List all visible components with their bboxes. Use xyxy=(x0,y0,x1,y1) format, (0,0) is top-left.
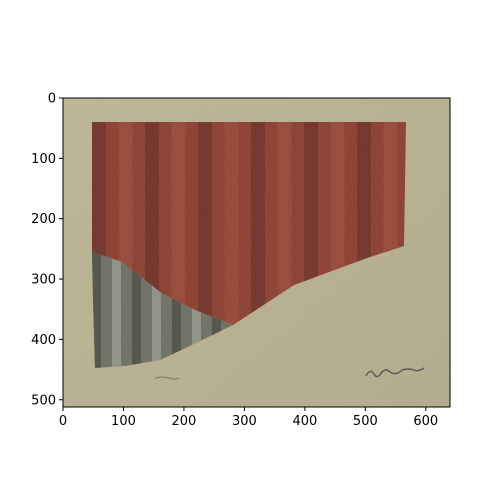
x-tick-label: 500 xyxy=(353,414,378,429)
artwork-image xyxy=(63,98,450,407)
y-tick-label: 300 xyxy=(31,273,56,288)
y-tick-label: 100 xyxy=(31,152,56,167)
y-tick-label: 500 xyxy=(31,393,56,408)
image-frame xyxy=(62,97,451,408)
x-tick-label: 300 xyxy=(232,414,257,429)
y-tick-label: 0 xyxy=(48,92,56,107)
x-tick-label: 600 xyxy=(413,414,438,429)
signature-mark xyxy=(365,367,425,378)
x-tick-label: 0 xyxy=(59,414,67,429)
y-tick-label: 200 xyxy=(31,212,56,227)
x-axis: 0 100 200 300 400 500 600 xyxy=(59,407,438,429)
y-axis: 0 100 200 300 400 500 xyxy=(31,92,63,408)
y-tick-label: 400 xyxy=(31,333,56,348)
x-tick-label: 400 xyxy=(292,414,317,429)
x-tick-label: 100 xyxy=(111,414,136,429)
x-tick-label: 200 xyxy=(172,414,197,429)
pencil-mark xyxy=(154,376,180,380)
